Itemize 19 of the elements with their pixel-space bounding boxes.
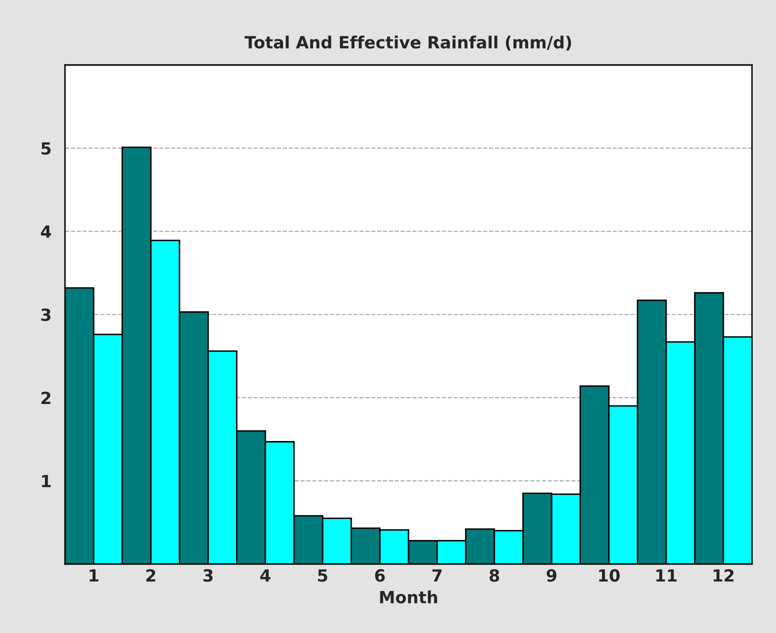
x-tick-label: 12 [714,569,734,582]
x-tick-label: 1 [90,569,98,582]
y-tick-label: 1 [42,475,51,488]
y-tick-label: 5 [41,142,51,155]
x-tick-label: 4 [260,569,270,582]
x-tick-label: 5 [318,569,328,582]
x-tick-label: 7 [432,569,442,582]
x-tick-label: 10 [599,569,620,582]
chart-title: Total And Effective Rainfall (mm/d) [244,36,572,51]
x-axis-title: Month [380,590,438,604]
x-tick-label: 3 [203,569,213,582]
y-tick-label: 2 [42,392,50,404]
x-tick-label: 9 [546,569,556,582]
x-tick-label: 6 [375,569,385,582]
y-tick-label: 4 [40,226,52,238]
x-tick-label: 2 [146,569,156,582]
y-tick-label: 3 [41,308,50,322]
x-tick-label: 8 [490,569,500,582]
x-tick-label: 11 [656,569,677,582]
